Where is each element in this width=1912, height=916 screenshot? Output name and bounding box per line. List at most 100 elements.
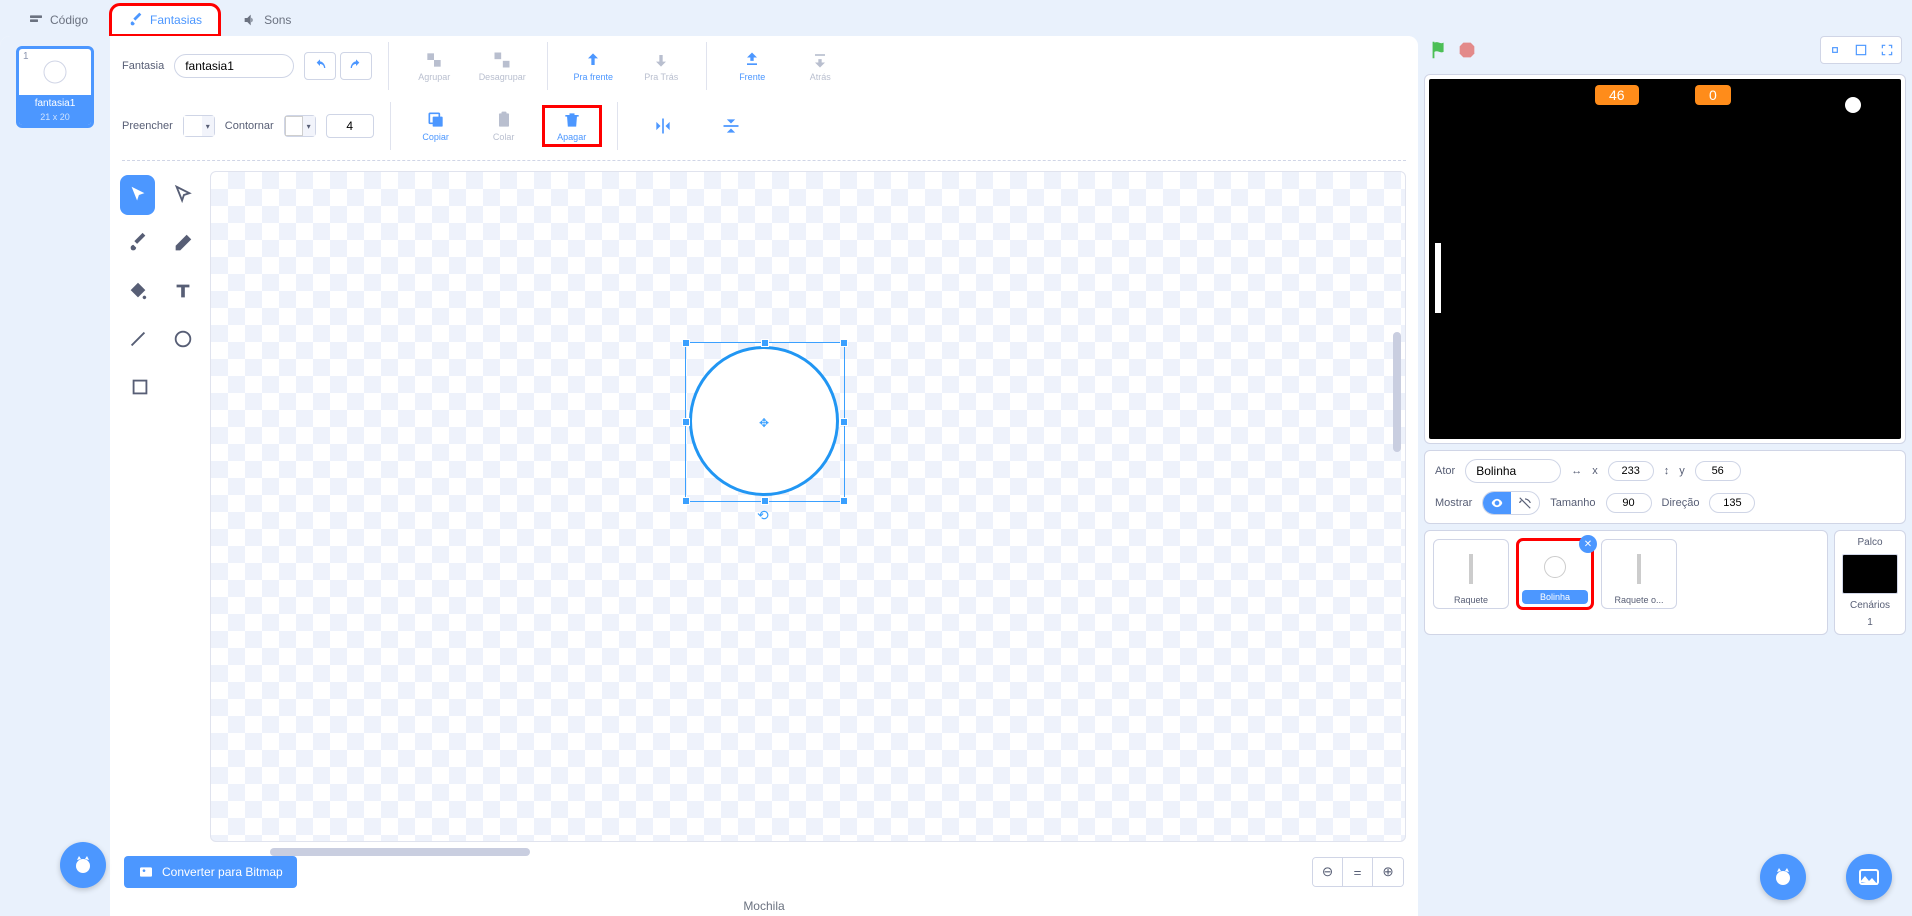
line-icon [127,328,149,350]
stage-large-button[interactable] [1849,39,1873,61]
delete-sprite-button[interactable]: ✕ [1579,535,1597,553]
brush-tool-icon [127,232,149,254]
sprite-list: Raquete ✕ Bolinha Raquete o... [1433,539,1819,609]
visibility-toggle[interactable] [1482,491,1540,515]
costume-thumb[interactable]: 1 fantasia1 21 x 20 [16,46,94,128]
stage[interactable]: 46 0 [1429,79,1901,439]
resize-handle[interactable] [682,418,690,426]
landscape-icon [1857,865,1881,889]
sprite-item-raquete[interactable]: Raquete [1433,539,1509,609]
fill-swatch[interactable]: ▾ [183,115,215,137]
score-right: 0 [1695,85,1731,105]
backdrops-label: Cenários [1850,600,1890,611]
actor-name-input[interactable] [1465,459,1561,483]
undo-button[interactable] [304,52,336,80]
canvas-hscroll[interactable] [270,848,530,856]
ungroup-icon [492,50,512,70]
sprite-item-raquete-o[interactable]: Raquete o... [1601,539,1677,609]
resize-handle[interactable] [761,497,769,505]
rect-tool[interactable] [120,367,160,407]
flip-v-icon [721,116,741,136]
pointer-outline-icon [172,184,194,206]
pointer-icon [127,184,149,206]
add-sprite-fab[interactable] [1760,854,1806,900]
stage-full-button[interactable] [1875,39,1899,61]
convert-bitmap-button[interactable]: Converter para Bitmap [124,856,297,888]
stage-small-button[interactable] [1823,39,1847,61]
group-button[interactable]: Agrupar [405,50,463,82]
costume-name-input[interactable] [174,54,294,78]
resize-handle[interactable] [682,497,690,505]
image-icon [138,864,154,880]
canvas-vscroll[interactable] [1393,332,1401,452]
drawing-canvas[interactable]: ✥ ⟲ [210,171,1406,842]
sprite-item-bolinha[interactable]: ✕ Bolinha [1517,539,1593,609]
y-input[interactable] [1695,461,1741,481]
direction-label: Direção [1662,497,1700,509]
editor-tabs: Código Fantasias Sons [0,0,1912,36]
resize-handle[interactable] [840,418,848,426]
line-tool[interactable] [120,319,155,359]
outline-width-input[interactable] [326,114,374,138]
backward-icon [651,50,671,70]
resize-handle[interactable] [682,339,690,347]
delete-button[interactable]: Apagar [543,106,601,146]
stage-pane: 46 0 Ator ↔ x ↕ y Mostrar [1424,36,1912,916]
circle-tool[interactable] [165,319,200,359]
backward-button[interactable]: Pra Trás [632,50,690,82]
add-costume-fab[interactable] [60,842,106,888]
tab-costumes[interactable]: Fantasias [110,4,220,36]
resize-handle[interactable] [840,339,848,347]
toolbar-row-2: Preencher ▾ Contornar ▾ Copiar Colar Apa… [110,96,1418,156]
show-off[interactable] [1511,492,1539,514]
flip-v-button[interactable] [702,116,760,136]
size-input[interactable] [1606,493,1652,513]
text-tool[interactable] [165,271,200,311]
selected-shape[interactable]: ✥ ⟲ [685,342,845,502]
direction-input[interactable] [1709,493,1755,513]
brush-tool[interactable] [120,223,155,263]
zoom-reset-button[interactable]: = [1343,858,1373,886]
eraser-tool[interactable] [165,223,200,263]
tool-palette [110,165,210,848]
square-icon [129,376,151,398]
copy-icon [426,110,446,130]
tab-sounds[interactable]: Sons [224,4,309,36]
x-input[interactable] [1608,461,1654,481]
stop-button[interactable] [1456,39,1478,61]
zoom-in-button[interactable]: ⊕ [1373,858,1403,886]
show-on[interactable] [1483,492,1511,514]
stop-icon [1456,39,1478,61]
green-flag-button[interactable] [1428,39,1450,61]
copy-button[interactable]: Copiar [407,110,465,142]
select-tool[interactable] [120,175,155,215]
paste-button[interactable]: Colar [475,110,533,142]
front-button[interactable]: Frente [723,50,781,82]
tab-code[interactable]: Código [10,4,106,36]
stage-frame: 46 0 [1424,74,1906,444]
flip-h-button[interactable] [634,116,692,136]
costume-preview [19,49,91,95]
back-button[interactable]: Atrás [791,50,849,82]
stage-size-controls [1820,36,1902,64]
add-backdrop-fab[interactable] [1846,854,1892,900]
center-marker: ✥ [759,416,769,430]
outline-swatch[interactable]: ▾ [284,115,316,137]
resize-handle[interactable] [761,339,769,347]
stage-thumb[interactable] [1842,554,1898,594]
ungroup-button[interactable]: Desagrupar [473,50,531,82]
stage-panel: Palco Cenários 1 [1834,530,1906,635]
reshape-tool[interactable] [165,175,200,215]
forward-button[interactable]: Pra frente [564,50,622,82]
resize-handle[interactable] [840,497,848,505]
cat-icon [1771,865,1795,889]
front-icon [742,50,762,70]
zoom-out-button[interactable]: ⊖ [1313,858,1343,886]
score-left: 46 [1595,85,1639,105]
backpack-label[interactable]: Mochila [110,896,1418,916]
fill-tool[interactable] [120,271,155,311]
show-label: Mostrar [1435,497,1472,509]
editor-main: Fantasia Agrupar Desagrupar Pra frente P… [110,36,1418,916]
redo-button[interactable] [340,52,372,80]
rotate-handle[interactable]: ⟲ [757,507,769,524]
